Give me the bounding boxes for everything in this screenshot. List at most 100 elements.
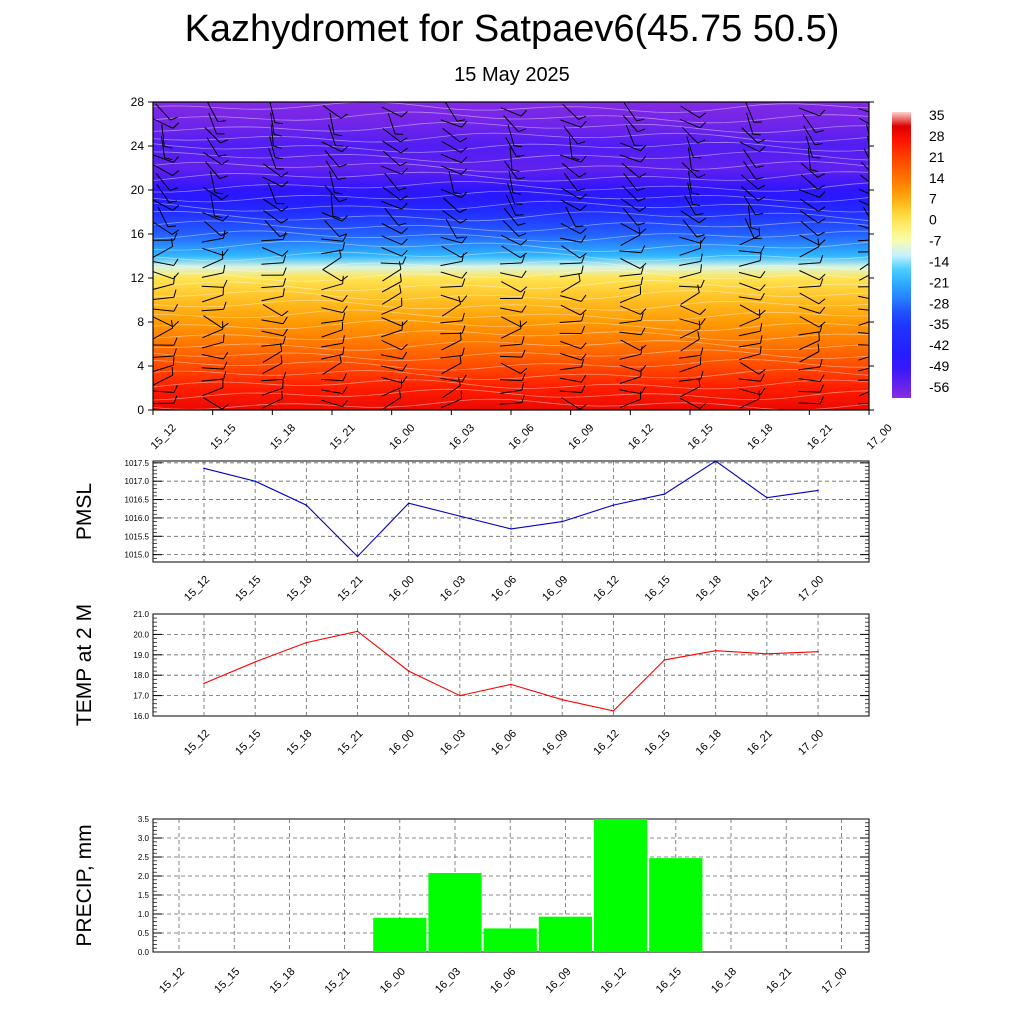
wind-barb-feather	[339, 233, 348, 238]
wind-barb	[153, 164, 173, 177]
wind-barb	[619, 250, 642, 254]
wind-barb	[381, 223, 402, 234]
wind-barb	[681, 162, 699, 179]
wind-barb-feather	[281, 218, 289, 224]
wind-barb	[153, 355, 175, 358]
x-tick-label: 16_21	[745, 728, 775, 758]
wind-barb-feather	[521, 382, 525, 391]
wind-barb-feather	[520, 239, 528, 246]
wind-barb-feather	[758, 227, 761, 236]
wind-barb	[202, 387, 224, 397]
wind-barb-feather	[698, 217, 706, 224]
wind-barb	[746, 112, 754, 135]
wind-barb-feather	[879, 192, 885, 198]
wind-barb-feather	[401, 111, 408, 118]
y-tick-label: 1016.0	[125, 514, 150, 523]
y-axis-title: PMSL	[73, 483, 96, 540]
wind-barb	[560, 340, 582, 350]
wind-barb	[209, 170, 216, 193]
wind-barb-feather	[759, 284, 766, 291]
wind-barb	[321, 329, 343, 338]
wind-barb	[263, 163, 282, 178]
wind-barb	[740, 362, 760, 375]
wind-barb	[157, 206, 169, 227]
wind-barb-feather	[173, 232, 178, 241]
x-tick-label: 15_18	[284, 728, 314, 758]
wind-barb-feather	[401, 202, 408, 210]
wind-barb-feather	[459, 137, 468, 143]
wind-barb	[743, 195, 756, 215]
wind-barb	[798, 402, 821, 405]
wind-barb-feather	[819, 396, 824, 404]
wind-barb	[620, 339, 641, 351]
wind-barb	[863, 148, 869, 160]
wind-barb-feather	[339, 354, 342, 363]
isotherm-line	[153, 379, 869, 390]
wind-barb-feather	[173, 385, 178, 393]
colorbar-label: 14	[929, 170, 945, 186]
wind-barb	[867, 135, 869, 152]
wind-barb	[153, 308, 174, 312]
wind-barb-feather	[459, 355, 462, 364]
wind-barb-feather	[457, 119, 466, 122]
chart-title: Kazhydromet for Satpaev6(45.75 50.5)	[184, 8, 840, 50]
isotherm-line	[153, 309, 869, 322]
series-point	[714, 460, 717, 462]
wind-barb	[155, 172, 171, 191]
series-point	[305, 504, 308, 506]
y-tick-label: 3.0	[138, 834, 150, 843]
wind-barb	[560, 187, 581, 200]
x-tick-label: 16_09	[543, 966, 573, 996]
wind-barb	[679, 260, 701, 266]
x-tick-label: 15_21	[336, 728, 366, 758]
wind-barb-feather	[398, 389, 402, 398]
wind-barb-feather	[875, 225, 883, 226]
isotherm-line	[153, 340, 869, 351]
wind-barb-feather	[581, 255, 585, 264]
wind-barb-feather	[880, 304, 884, 311]
wind-barb-feather	[164, 145, 173, 149]
wind-barb-feather	[342, 335, 345, 344]
wind-barb-feather	[461, 325, 466, 334]
series-point	[356, 630, 359, 633]
wind-barb-feather	[877, 175, 884, 178]
wind-barb-feather	[818, 273, 826, 281]
wind-barb	[740, 174, 759, 190]
wind-barb-feather	[461, 374, 467, 382]
wind-barb-feather	[399, 284, 402, 293]
wind-barb-feather	[401, 249, 408, 257]
series-point	[305, 641, 308, 644]
wind-barb	[559, 366, 582, 371]
series-point	[663, 493, 666, 495]
y-tick-label: 1017.5	[125, 459, 150, 468]
wind-barb	[560, 280, 581, 293]
isotherm-line	[153, 121, 869, 134]
wind-barb-feather	[342, 399, 348, 407]
wind-barb	[679, 271, 701, 279]
y-tick-label: 8	[137, 315, 144, 329]
wind-barb	[559, 320, 582, 323]
wind-barb	[858, 321, 869, 326]
wind-barb-feather	[580, 309, 587, 316]
wind-barb-feather	[170, 116, 179, 121]
series-point	[407, 670, 410, 672]
wind-barb	[380, 262, 403, 265]
wind-barb-feather	[279, 233, 288, 238]
wind-barb	[507, 124, 515, 146]
wind-barb-feather	[815, 130, 824, 133]
wind-barb-feather	[402, 351, 408, 360]
wind-barb-feather	[817, 231, 825, 237]
isotherm-line	[153, 269, 869, 282]
wind-barb-feather	[521, 336, 525, 345]
wind-barb	[203, 397, 223, 410]
wind-barb	[739, 316, 760, 327]
y-tick-label: 2.5	[138, 853, 150, 862]
wind-barb	[499, 379, 523, 382]
wind-barb-feather	[640, 155, 647, 163]
wind-barb	[858, 367, 869, 372]
x-tick-label: 17_00	[796, 574, 826, 604]
wind-barb-feather	[879, 204, 885, 210]
wind-barb	[501, 281, 521, 293]
y-tick-label: 16	[131, 227, 145, 241]
wind-barb	[382, 128, 401, 143]
